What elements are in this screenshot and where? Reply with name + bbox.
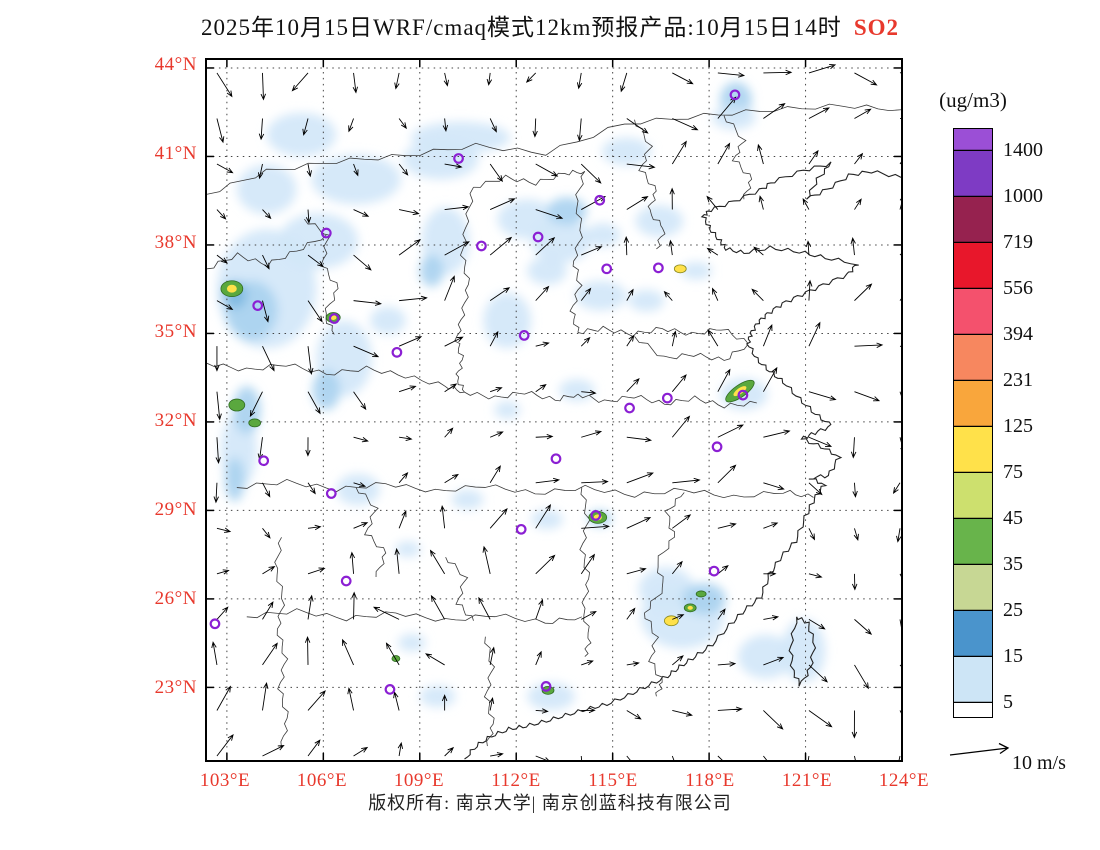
colorbar-band xyxy=(954,129,992,151)
pollution-hotspot xyxy=(673,264,687,274)
pollution-hotspot xyxy=(248,418,262,428)
colorbar-tick-label: 25 xyxy=(1003,599,1023,621)
page-title: 2025年10月15日WRF/cmaq模式12km预报产品:10月15日14时 S… xyxy=(0,8,1100,42)
city-marker xyxy=(653,262,664,274)
city-marker xyxy=(476,240,487,252)
colorbar-band xyxy=(954,335,992,381)
city-marker xyxy=(515,523,527,535)
coastline xyxy=(464,161,901,760)
lat-label: 23°N xyxy=(154,677,197,698)
colorbar-tick-label: 231 xyxy=(1003,369,1033,391)
colorbar-tick-label: 75 xyxy=(1003,461,1023,483)
colorbar-band xyxy=(954,611,992,657)
lon-label: 103°E xyxy=(199,770,251,791)
colorbar-band xyxy=(954,657,992,703)
graticule xyxy=(207,60,901,760)
lat-label: 38°N xyxy=(154,232,197,253)
city-marker xyxy=(550,453,562,465)
city-marker xyxy=(518,330,530,341)
colorbar-bands xyxy=(953,128,993,718)
lon-label: 106°E xyxy=(296,770,348,791)
colorbar-unit: (ug/m3) xyxy=(939,88,1007,112)
axis-ticks xyxy=(207,60,901,760)
city-marker xyxy=(601,263,613,275)
colorbar-band xyxy=(954,289,992,335)
city-marker xyxy=(453,153,464,164)
colorbar-band xyxy=(954,473,992,519)
colorbar-tick-label: 394 xyxy=(1003,323,1033,345)
city-marker xyxy=(209,618,221,630)
lon-label: 124°E xyxy=(878,770,930,791)
lat-label: 44°N xyxy=(154,54,197,75)
city-marker xyxy=(711,441,723,453)
lat-label: 26°N xyxy=(154,588,197,609)
lat-label: 35°N xyxy=(154,321,197,342)
pollution-hotspot-core xyxy=(687,605,693,610)
lon-label: 109°E xyxy=(393,770,445,791)
province-boundaries xyxy=(207,103,901,749)
city-marker xyxy=(661,392,673,404)
lat-label: 32°N xyxy=(154,410,197,431)
colorbar-band xyxy=(954,243,992,289)
city-marker xyxy=(325,488,337,499)
city-marker xyxy=(540,681,552,692)
city-marker xyxy=(391,346,403,358)
wind-speed-legend: 10 m/s xyxy=(948,740,1100,782)
city-marker xyxy=(258,455,270,467)
colorbar-band xyxy=(954,381,992,427)
pollution-hotspot xyxy=(695,590,707,598)
colorbar-tick-label: 35 xyxy=(1003,553,1023,575)
wind-vectors xyxy=(211,63,901,760)
colorbar-band xyxy=(954,151,992,197)
copyright-text: 版权所有: 南京大学| 南京创蓝科技有限公司 xyxy=(368,793,732,813)
colorbar-tick-label: 719 xyxy=(1003,231,1033,253)
lon-label: 115°E xyxy=(588,770,638,791)
lon-label: 121°E xyxy=(781,770,833,791)
colorbar-tick-label: 5 xyxy=(1003,691,1013,713)
colorbar-tick-label: 556 xyxy=(1003,277,1033,299)
city-marker xyxy=(252,300,264,311)
city-marker xyxy=(624,402,635,414)
lat-label: 41°N xyxy=(154,143,197,164)
lon-label: 112°E xyxy=(491,770,541,791)
title-pollutant: SO2 xyxy=(853,15,899,40)
colorbar-band xyxy=(954,703,992,717)
colorbar-tick-label: 125 xyxy=(1003,415,1033,437)
pollution-hotspots xyxy=(220,264,755,695)
pollution-hotspot xyxy=(228,398,246,412)
lat-label: 29°N xyxy=(154,499,197,520)
city-marker xyxy=(594,194,606,206)
colorbar: (ug/m3) 1400 1000 719 556 394 231 125 75 45 35 25 1… xyxy=(939,88,1099,748)
colorbar-tick-label: 15 xyxy=(1003,645,1023,667)
lon-label: 118°E xyxy=(685,770,735,791)
pollution-hotspot-core xyxy=(226,284,237,293)
map-svg xyxy=(207,60,901,760)
wind-speed-label: 10 m/s xyxy=(1012,752,1066,774)
colorbar-band xyxy=(954,565,992,611)
colorbar-tick-label: 1000 xyxy=(1003,185,1043,207)
city-marker xyxy=(729,89,741,101)
title-text: 2025年10月15日WRF/cmaq模式12km预报产品:10月15日14时 xyxy=(200,15,842,40)
pollution-hotspot xyxy=(391,655,401,662)
colorbar-band xyxy=(954,519,992,565)
city-marker xyxy=(532,231,544,243)
city-markers xyxy=(209,89,749,695)
map-frame xyxy=(205,58,903,762)
colorbar-band xyxy=(954,197,992,243)
city-marker xyxy=(320,227,332,239)
wind-arrow-icon xyxy=(949,742,1010,756)
city-marker xyxy=(590,510,602,521)
city-marker xyxy=(384,684,396,695)
city-marker xyxy=(708,565,720,577)
city-marker xyxy=(328,313,340,324)
colorbar-tick-label: 45 xyxy=(1003,507,1023,529)
colorbar-band xyxy=(954,427,992,473)
city-marker xyxy=(340,575,352,587)
city-marker xyxy=(737,389,749,401)
colorbar-tick-label: 1400 xyxy=(1003,139,1043,161)
